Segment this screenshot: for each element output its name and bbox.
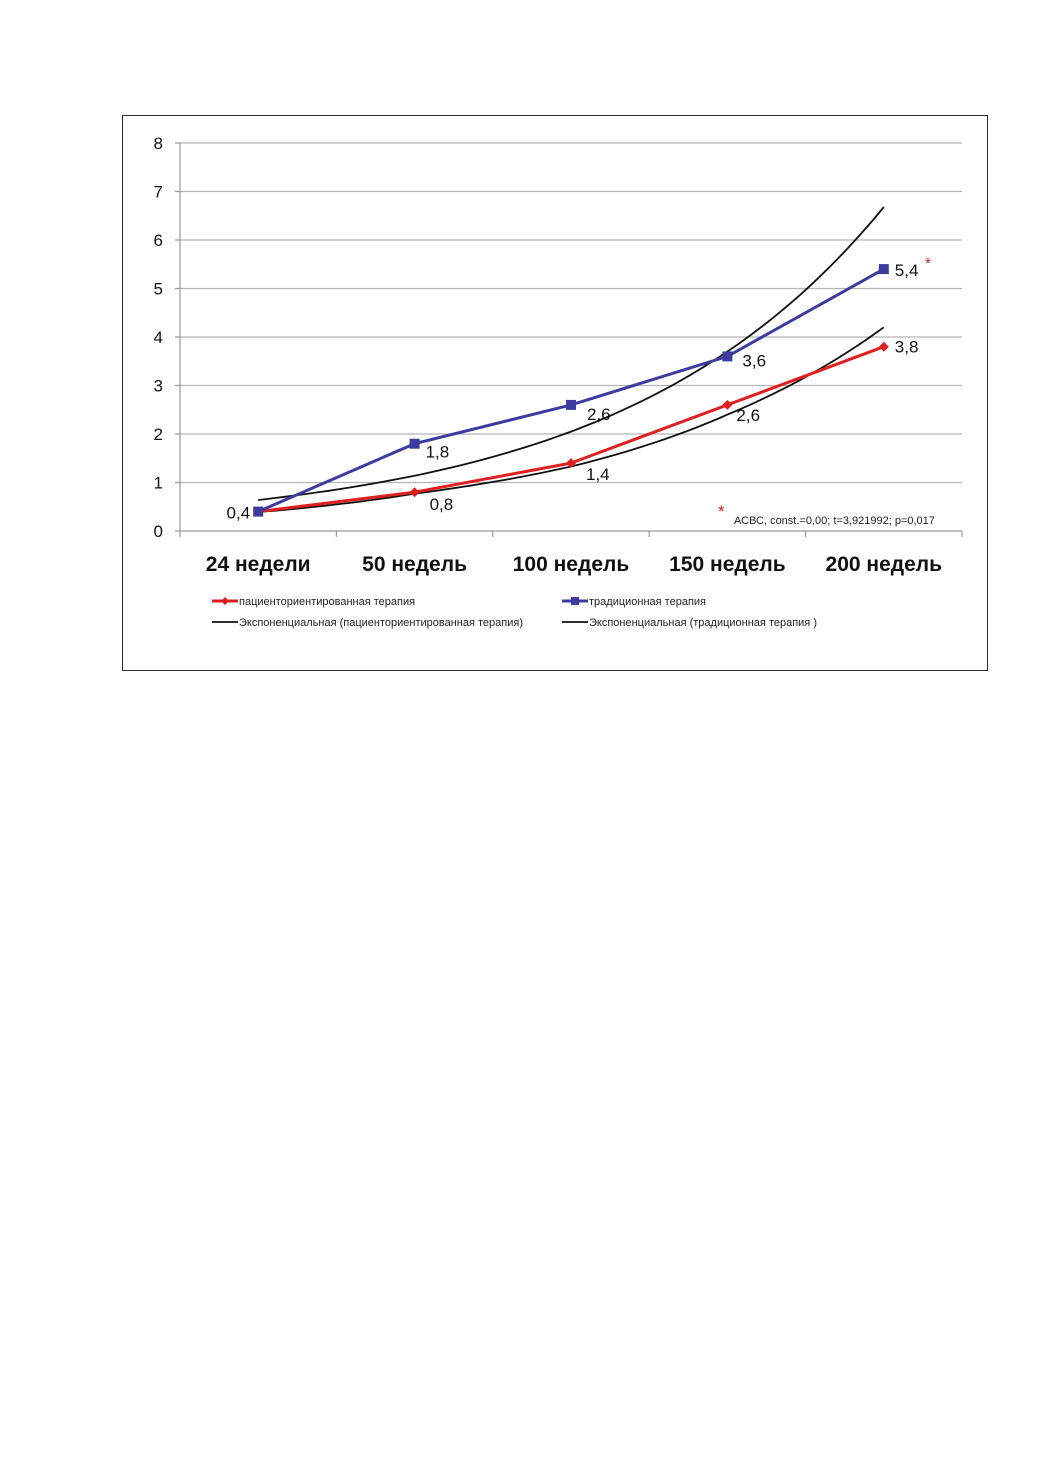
data-label: 3,8 xyxy=(895,338,919,357)
x-tick-label: 150 недель xyxy=(669,553,786,576)
legend-label: Экспоненциальная (традиционная терапия ) xyxy=(589,617,817,629)
x-tick-label: 100 недель xyxy=(513,553,630,576)
legend-label: традиционная терапия xyxy=(589,596,706,608)
y-tick-label: 8 xyxy=(154,134,163,153)
y-tick-label: 6 xyxy=(154,231,163,250)
chart-frame xyxy=(122,115,988,671)
legend-entry: пациенториентированная терапия xyxy=(212,596,415,608)
data-label: 0,8 xyxy=(430,495,454,514)
y-tick-label: 3 xyxy=(154,377,163,396)
data-point-square xyxy=(566,399,576,410)
y-tick-label: 0 xyxy=(154,522,163,541)
trend-line-1 xyxy=(258,326,885,513)
trend-line-2 xyxy=(258,206,885,501)
data-label: 1,4 xyxy=(586,465,610,484)
y-tick-label: 5 xyxy=(154,280,163,299)
y-tick-label: 2 xyxy=(154,425,163,444)
legend-label: пациенториентированная терапия xyxy=(239,596,415,608)
data-point-square xyxy=(722,351,733,362)
data-point-square xyxy=(878,264,889,275)
data-labels: 0,4 0,8 1,4 2,6 3,8 1,8 2,6 3,6 5,4 xyxy=(227,261,919,522)
annotation-text: АСВС, const.=0,00; t=3,921992; p=0,017 xyxy=(734,515,935,527)
legend-marker xyxy=(571,597,579,605)
data-point-square xyxy=(409,438,420,449)
y-tick-label: 7 xyxy=(154,183,163,202)
series-lines xyxy=(253,264,889,517)
series-line-2 xyxy=(257,267,885,513)
y-tick-labels: 0 1 2 3 4 5 6 7 8 xyxy=(154,134,163,541)
data-point-diamond xyxy=(722,399,733,410)
data-label: 2,6 xyxy=(736,406,760,425)
y-tick-label: 4 xyxy=(154,328,163,347)
y-tick-label: 1 xyxy=(154,474,163,493)
axes xyxy=(175,142,963,537)
data-point-square xyxy=(253,506,264,517)
significance-star: * xyxy=(925,255,931,272)
legend-marker xyxy=(221,597,229,605)
data-label: 0,4 xyxy=(227,504,251,523)
x-tick-label: 50 недель xyxy=(362,553,467,576)
legend-entry: Экспоненциальная (пациенториентированная… xyxy=(212,617,523,629)
x-tick-label: 200 недель xyxy=(826,553,943,576)
data-point-diamond xyxy=(566,458,576,469)
legend: пациенториентированная терапия традиционн… xyxy=(212,596,817,629)
data-point-diamond xyxy=(878,341,889,352)
x-tick-labels: 24 недели 50 недель 100 недель 150 недель 20… xyxy=(206,553,942,576)
annotation-star: * xyxy=(718,502,725,521)
line-chart: 0 1 2 3 4 5 6 7 8 24 недели 50 недель 100 недель 15… xyxy=(154,134,963,629)
legend-entry: Экспоненциальная (традиционная терапия ) xyxy=(562,617,817,629)
grid-lines xyxy=(180,142,962,484)
data-label: 5,4 xyxy=(895,261,919,280)
data-label: 2,6 xyxy=(587,405,611,424)
legend-label: Экспоненциальная (пациенториентированная… xyxy=(239,617,523,629)
legend-entry: традиционная терапия xyxy=(562,596,706,608)
data-label: 3,6 xyxy=(742,351,766,370)
x-tick-label: 24 недели xyxy=(206,553,311,576)
annotation: * АСВС, const.=0,00; t=3,921992; p=0,017… xyxy=(718,255,935,527)
data-label: 1,8 xyxy=(426,443,450,462)
data-point-diamond xyxy=(409,487,420,498)
